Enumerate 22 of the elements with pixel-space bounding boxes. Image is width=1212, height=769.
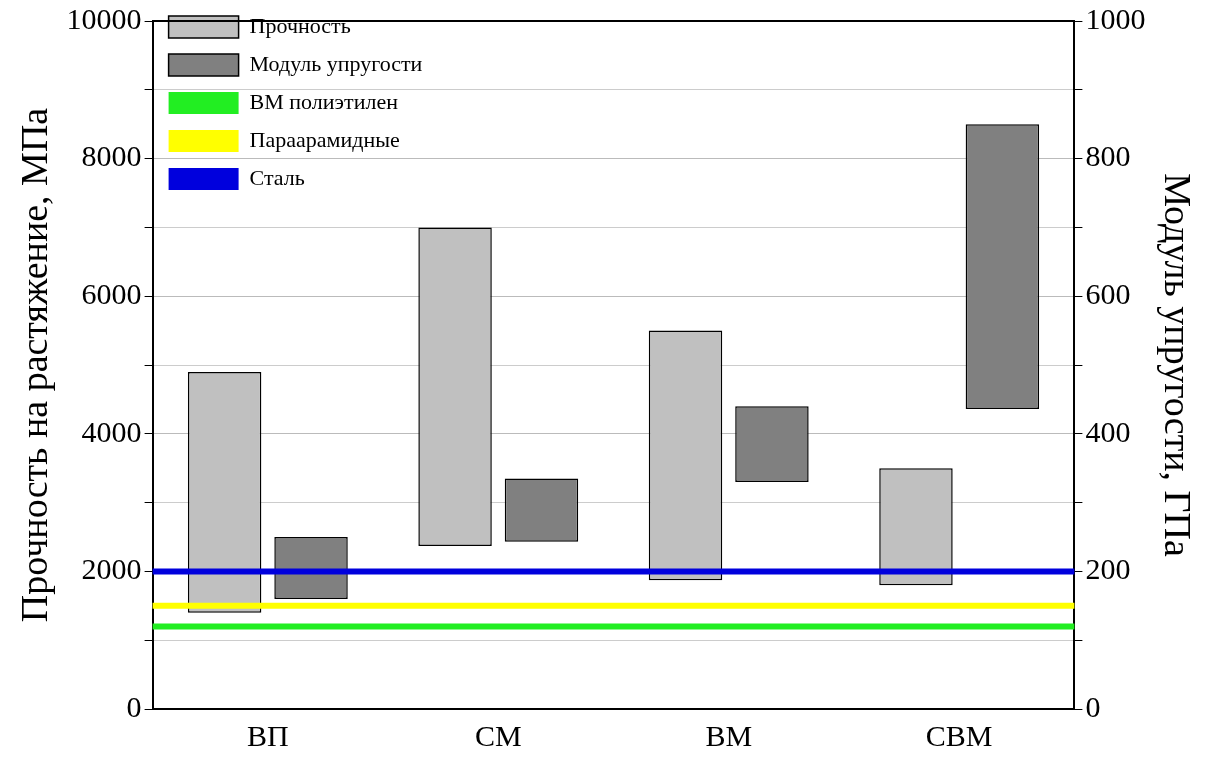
x-tick-label: СМ — [474, 718, 522, 752]
y-tick-label: 0 — [126, 689, 142, 723]
y2-tick-label: 1000 — [1085, 1, 1146, 35]
y-tick-label: 8000 — [81, 139, 142, 173]
x-tick-label: ВП — [246, 718, 289, 752]
legend-label: Модуль упругости — [249, 50, 423, 76]
y-tick-label: 4000 — [81, 414, 142, 448]
x-tick-label: ВМ — [705, 718, 753, 752]
x-tick-label: СВМ — [925, 718, 993, 752]
y2-tick-label: 200 — [1085, 552, 1131, 586]
y2-axis-title: Модуль упругости, ГПа — [1157, 173, 1200, 557]
y-tick-label: 2000 — [81, 552, 142, 586]
y2-tick-label: 400 — [1085, 414, 1131, 448]
y-tick-label: 10000 — [66, 1, 142, 35]
legend-label: Параарамидные — [249, 126, 400, 152]
y-axis-title: Прочность на растяжение, МПа — [12, 107, 55, 623]
y2-tick-label: 600 — [1085, 277, 1131, 311]
y2-tick-label: 800 — [1085, 139, 1131, 173]
legend-label: ВМ полиэтилен — [249, 88, 399, 114]
y2-tick-label: 0 — [1085, 689, 1101, 723]
y-tick-label: 6000 — [81, 277, 142, 311]
legend-label: Сталь — [249, 164, 305, 190]
